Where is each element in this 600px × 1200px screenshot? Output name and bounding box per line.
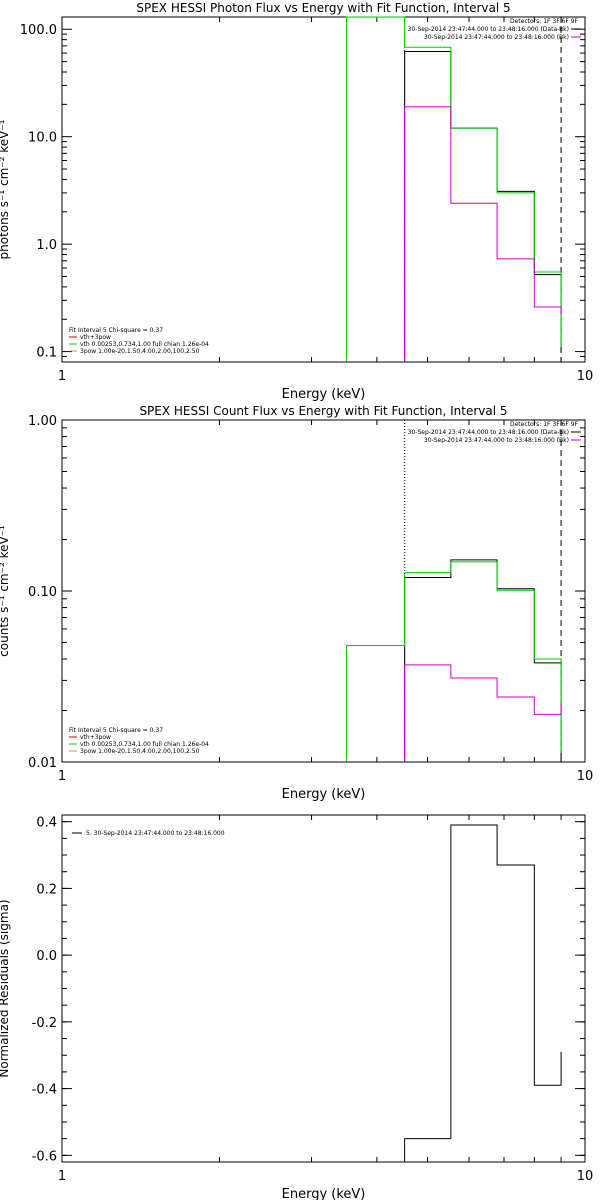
x-tick-label: 10 bbox=[577, 369, 594, 384]
series-1-step-line bbox=[404, 559, 562, 762]
legend-header: Detectors: 1F 3F 6F 9F bbox=[510, 421, 579, 428]
y-tick-label: -0.4 bbox=[32, 1083, 57, 1098]
x-tick-label: 1 bbox=[58, 1169, 66, 1184]
series-1-step-line bbox=[404, 51, 562, 362]
y-axis-label: counts s⁻¹ cm⁻² keV⁻¹ bbox=[0, 525, 11, 657]
legend-entry: 3pow 1.00e-20,1.50,4.00,2.00,100,2.50 bbox=[80, 748, 200, 755]
x-tick-label: 10 bbox=[577, 1169, 594, 1184]
legend-header: Fit Interval 5 Chi-square = 0.37 bbox=[69, 727, 163, 734]
x-tick-label: 1 bbox=[58, 369, 66, 384]
series-2-step-line bbox=[346, 16, 562, 362]
legend-entry: vth 0.00253,0.734,1.00 full chian 1.26e-… bbox=[80, 741, 209, 748]
y-tick-label: 0.01 bbox=[28, 756, 57, 771]
y-tick-label: 0.4 bbox=[36, 816, 57, 831]
y-tick-label: 0.1 bbox=[36, 346, 57, 361]
chart-title: SPEX HESSI Count Flux vs Energy with Fit… bbox=[139, 404, 507, 418]
series-3-step-line bbox=[404, 106, 562, 362]
legend-entry: 5. 30-Sep-2014 23:47:44.000 to 23:48:16.… bbox=[86, 830, 225, 837]
plot-frame bbox=[61, 419, 586, 763]
y-tick-label: 10.0 bbox=[28, 131, 57, 146]
chart-title: SPEX HESSI Photon Flux vs Energy with Fi… bbox=[136, 1, 510, 15]
plot-1 bbox=[61, 16, 586, 363]
legend-header: Detectors: 1F 3F 6F 9F bbox=[510, 18, 579, 25]
y-tick-label: 0.10 bbox=[28, 585, 57, 600]
y-tick-label: 0.0 bbox=[36, 949, 57, 964]
y-tick-label: 0.2 bbox=[36, 882, 57, 897]
x-tick-label: 1 bbox=[58, 769, 66, 784]
y-tick-label: -0.2 bbox=[32, 1016, 57, 1031]
x-axis-label: Energy (keV) bbox=[282, 787, 366, 802]
legend-entry: 30-Sep-2014 23:47:44.000 to 23:48:16.000… bbox=[408, 26, 569, 33]
legend-entry: 30-Sep-2014 23:47:44.000 to 23:48:16.000… bbox=[424, 34, 569, 41]
legend-entry: 30-Sep-2014 23:47:44.000 to 23:48:16.000… bbox=[424, 437, 569, 444]
legend-entry: 3pow 1.00e-20,1.50,4.00,2.00,100,2.50 bbox=[80, 348, 200, 355]
y-tick-label: 1.0 bbox=[36, 238, 57, 253]
plot-3 bbox=[61, 814, 586, 1163]
series-1-step-line bbox=[404, 824, 562, 1162]
plot-frame bbox=[61, 814, 586, 1163]
y-axis-label: photons s⁻¹ cm⁻² keV⁻¹ bbox=[0, 119, 11, 259]
plot-2 bbox=[61, 419, 586, 763]
x-axis-label: Energy (keV) bbox=[282, 1187, 366, 1200]
x-tick-label: 10 bbox=[577, 769, 594, 784]
y-axis-label: Normalized Residuals (sigma) bbox=[0, 899, 11, 1077]
y-tick-label: 100.0 bbox=[20, 23, 57, 38]
y-tick-label: -0.6 bbox=[32, 1149, 57, 1164]
x-axis-label: Energy (keV) bbox=[282, 387, 366, 402]
legend-entry: 30-Sep-2014 23:47:44.000 to 23:48:16.000… bbox=[408, 429, 569, 436]
legend-header: Fit Interval 5 Chi-square = 0.37 bbox=[69, 327, 163, 334]
legend-entry: vth+3pow bbox=[80, 334, 111, 341]
series-2-step-line bbox=[346, 561, 562, 762]
legend-entry: vth+3pow bbox=[80, 734, 111, 741]
series-3-step-line bbox=[404, 664, 562, 762]
legend-entry: vth 0.00253,0.734,1.00 full chian 1.26e-… bbox=[80, 341, 209, 348]
plot-frame bbox=[61, 16, 586, 363]
y-tick-label: 1.00 bbox=[28, 414, 57, 429]
